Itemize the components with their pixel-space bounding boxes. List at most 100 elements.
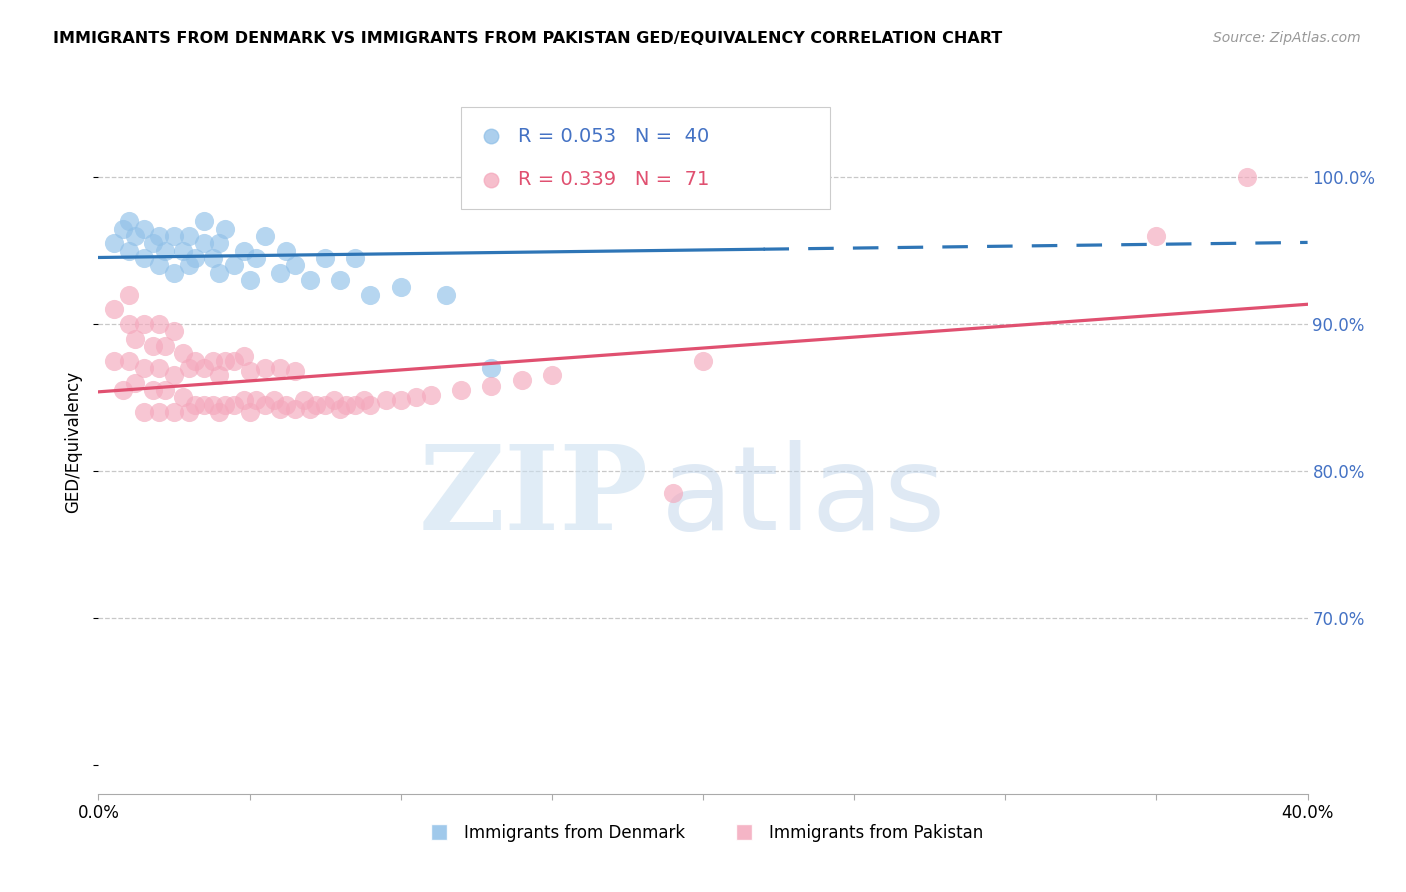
Text: atlas: atlas	[661, 441, 946, 556]
Point	[118, 244, 141, 258]
Point	[335, 398, 357, 412]
Point	[132, 221, 155, 235]
Text: R = 0.053   N =  40: R = 0.053 N = 40	[517, 127, 709, 145]
Point	[450, 383, 472, 397]
Point	[148, 405, 170, 419]
Point	[153, 339, 176, 353]
Point	[420, 387, 443, 401]
Point	[245, 251, 267, 265]
Point	[148, 259, 170, 273]
Point	[1144, 229, 1167, 244]
Point	[142, 236, 165, 251]
Point	[1070, 268, 1092, 282]
Text: R = 0.339   N =  71: R = 0.339 N = 71	[517, 170, 710, 189]
Y-axis label: GED/Equivalency: GED/Equivalency	[65, 370, 83, 513]
Point	[232, 393, 254, 408]
Point	[239, 405, 262, 419]
Point	[269, 266, 291, 280]
Point	[253, 361, 276, 376]
Point	[103, 236, 125, 251]
Point	[179, 405, 201, 419]
Point	[193, 398, 215, 412]
Point	[214, 353, 236, 368]
Text: IMMIGRANTS FROM DENMARK VS IMMIGRANTS FROM PAKISTAN GED/EQUIVALENCY CORRELATION : IMMIGRANTS FROM DENMARK VS IMMIGRANTS FR…	[53, 31, 1002, 46]
Point	[253, 229, 276, 244]
Point	[132, 361, 155, 376]
Point	[214, 221, 236, 235]
Point	[118, 353, 141, 368]
Point	[163, 325, 186, 339]
Point	[202, 251, 225, 265]
Point	[299, 273, 322, 287]
Point	[434, 287, 457, 301]
Point	[232, 350, 254, 364]
Point	[132, 405, 155, 419]
FancyBboxPatch shape	[461, 107, 830, 209]
Point	[142, 383, 165, 397]
Point	[314, 398, 336, 412]
Point	[1070, 359, 1092, 373]
Point	[323, 393, 346, 408]
Point	[344, 398, 367, 412]
Point	[314, 251, 336, 265]
Point	[132, 317, 155, 331]
Point	[202, 398, 225, 412]
Point	[299, 402, 322, 417]
Point	[329, 402, 352, 417]
Point	[193, 361, 215, 376]
Point	[253, 398, 276, 412]
Point	[360, 398, 382, 412]
Point	[179, 361, 201, 376]
Point	[405, 391, 427, 405]
Point	[202, 353, 225, 368]
Point	[103, 353, 125, 368]
Text: ZIP: ZIP	[419, 441, 648, 556]
Point	[163, 266, 186, 280]
Point	[111, 221, 134, 235]
Point	[284, 402, 307, 417]
Point	[540, 368, 562, 383]
Point	[148, 229, 170, 244]
Point	[224, 259, 246, 273]
Point	[118, 287, 141, 301]
Point	[481, 378, 503, 392]
Point	[208, 405, 231, 419]
Point	[292, 393, 315, 408]
Point	[118, 214, 141, 228]
Text: Source: ZipAtlas.com: Source: ZipAtlas.com	[1213, 31, 1361, 45]
Point	[1236, 170, 1258, 185]
Point	[232, 244, 254, 258]
Point	[179, 229, 201, 244]
Legend: Immigrants from Denmark, Immigrants from Pakistan: Immigrants from Denmark, Immigrants from…	[416, 818, 990, 849]
Point	[239, 364, 262, 378]
Point	[389, 280, 412, 294]
Point	[284, 364, 307, 378]
Point	[124, 376, 146, 390]
Point	[111, 383, 134, 397]
Point	[124, 229, 146, 244]
Point	[172, 391, 194, 405]
Point	[661, 486, 683, 500]
Point	[124, 332, 146, 346]
Point	[184, 353, 207, 368]
Point	[353, 393, 375, 408]
Point	[389, 393, 412, 408]
Point	[153, 244, 176, 258]
Point	[163, 229, 186, 244]
Point	[269, 361, 291, 376]
Point	[263, 393, 285, 408]
Point	[163, 368, 186, 383]
Point	[274, 244, 297, 258]
Point	[269, 402, 291, 417]
Point	[148, 317, 170, 331]
Point	[132, 251, 155, 265]
Point	[305, 398, 328, 412]
Point	[274, 398, 297, 412]
Point	[163, 405, 186, 419]
Point	[208, 368, 231, 383]
Point	[284, 259, 307, 273]
Point	[329, 273, 352, 287]
Point	[214, 398, 236, 412]
Point	[193, 236, 215, 251]
Point	[360, 287, 382, 301]
